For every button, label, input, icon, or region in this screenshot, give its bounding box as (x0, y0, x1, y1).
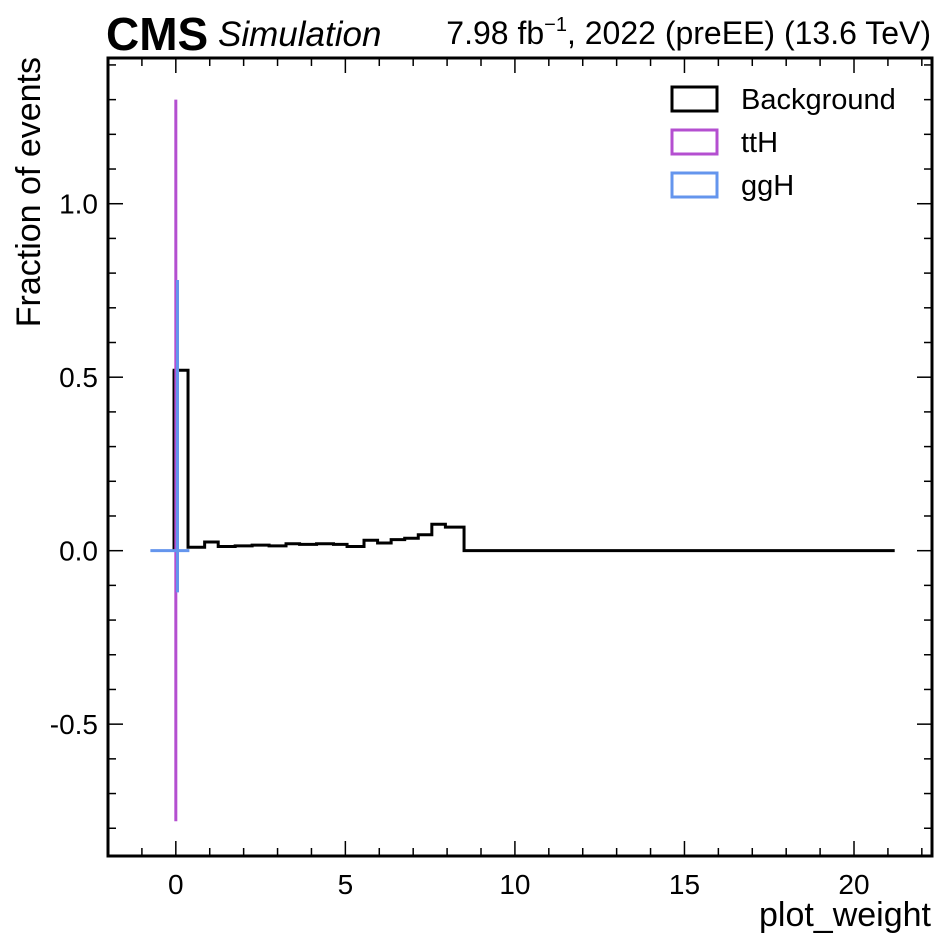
legend-label-tth: ttH (741, 127, 778, 159)
x-tick-label: 0 (168, 869, 184, 900)
legend: Background ttH ggH (670, 84, 896, 202)
legend-swatch-background (670, 85, 719, 113)
series-ggh (150, 280, 190, 593)
y-tick-label: 1.0 (59, 189, 98, 220)
legend-label-background: Background (741, 84, 896, 116)
x-tick-label: 15 (669, 869, 700, 900)
tick-labels: 0 5 10 15 20 -0.5 0.0 0.5 1.0 (50, 189, 870, 900)
legend-swatch-ggh (670, 171, 719, 199)
legend-label-ggh: ggH (741, 170, 794, 202)
histogram-series (150, 99, 895, 822)
lumi-superscript: −1 (544, 14, 567, 36)
y-tick-label: 0.5 (59, 362, 98, 393)
y-tick-label: 0.0 (59, 536, 98, 567)
legend-swatch-tth (670, 128, 719, 156)
lumi-label: 7.98 fb−1, 2022 (preEE) (13.6 TeV) (446, 14, 931, 51)
y-axis-label: Fraction of events (10, 57, 48, 327)
simulation-label: Simulation (218, 15, 381, 54)
x-tick-label: 10 (499, 869, 530, 900)
cms-label: CMS (106, 8, 208, 60)
background-histogram (172, 368, 895, 553)
series-background (172, 368, 895, 553)
y-tick-label: -0.5 (50, 709, 98, 740)
x-tick-label: 5 (338, 869, 354, 900)
lumi-value: 7.98 fb (446, 15, 544, 51)
lumi-details: , 2022 (preEE) (13.6 TeV) (567, 15, 931, 51)
x-tick-label: 20 (838, 869, 869, 900)
plot-frame (106, 56, 934, 858)
axis-ticks (107, 58, 932, 856)
x-axis-label: plot_weight (759, 896, 932, 934)
